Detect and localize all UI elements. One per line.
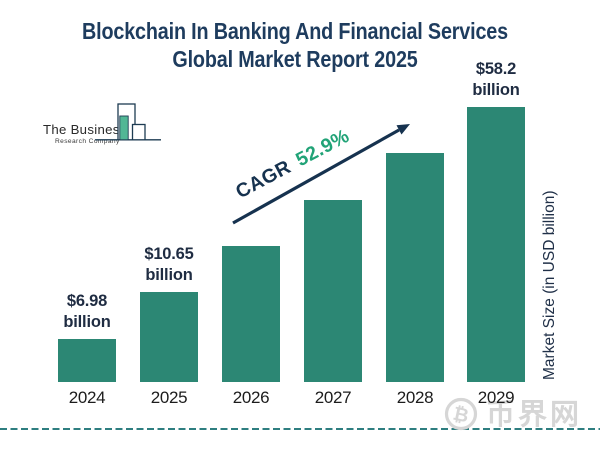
year-label-2029: 2029	[477, 388, 515, 407]
value-label-2024: $6.98 billion	[63, 292, 111, 331]
bar-2025: $10.65 billion 2025	[140, 245, 198, 407]
logo-bars-icon	[95, 103, 161, 141]
value-label-2029: $58.2 billion	[472, 60, 520, 99]
watermark: ₿ 币界网	[443, 396, 582, 432]
bar-2026: 2026	[222, 246, 280, 407]
logo-subtitle-text: Research Company	[55, 138, 120, 145]
year-label-2025: 2025	[150, 388, 188, 407]
year-label-2024: 2024	[68, 388, 106, 407]
value-label-2025: $10.65 billion	[144, 245, 194, 284]
chart-title-line1: Blockchain In Banking And Financial Serv…	[82, 18, 508, 44]
watermark-text: 币界网	[486, 397, 583, 431]
bar-2024: $6.98 billion 2024	[58, 292, 116, 407]
cagr-arrow-line	[232, 128, 400, 225]
bitcoin-symbol: ₿	[451, 404, 471, 428]
chart-title: Blockchain In Banking And Financial Serv…	[41, 17, 548, 73]
year-label-2027: 2027	[314, 388, 352, 407]
company-logo: The Business Research Company	[43, 103, 161, 145]
bar-2028: 2028	[386, 153, 444, 407]
logo-name-text: The Business	[43, 122, 127, 137]
chart-title-line2: Global Market Report 2025	[172, 46, 418, 72]
year-label-2026: 2026	[232, 388, 270, 407]
cagr-arrow-head-icon	[396, 124, 410, 135]
year-label-2028: 2028	[396, 388, 434, 407]
bar-2029: $58.2 billion 2029	[467, 60, 525, 407]
bitcoin-coin-icon: ₿	[444, 397, 478, 431]
bar-2027: 2027	[304, 200, 362, 407]
